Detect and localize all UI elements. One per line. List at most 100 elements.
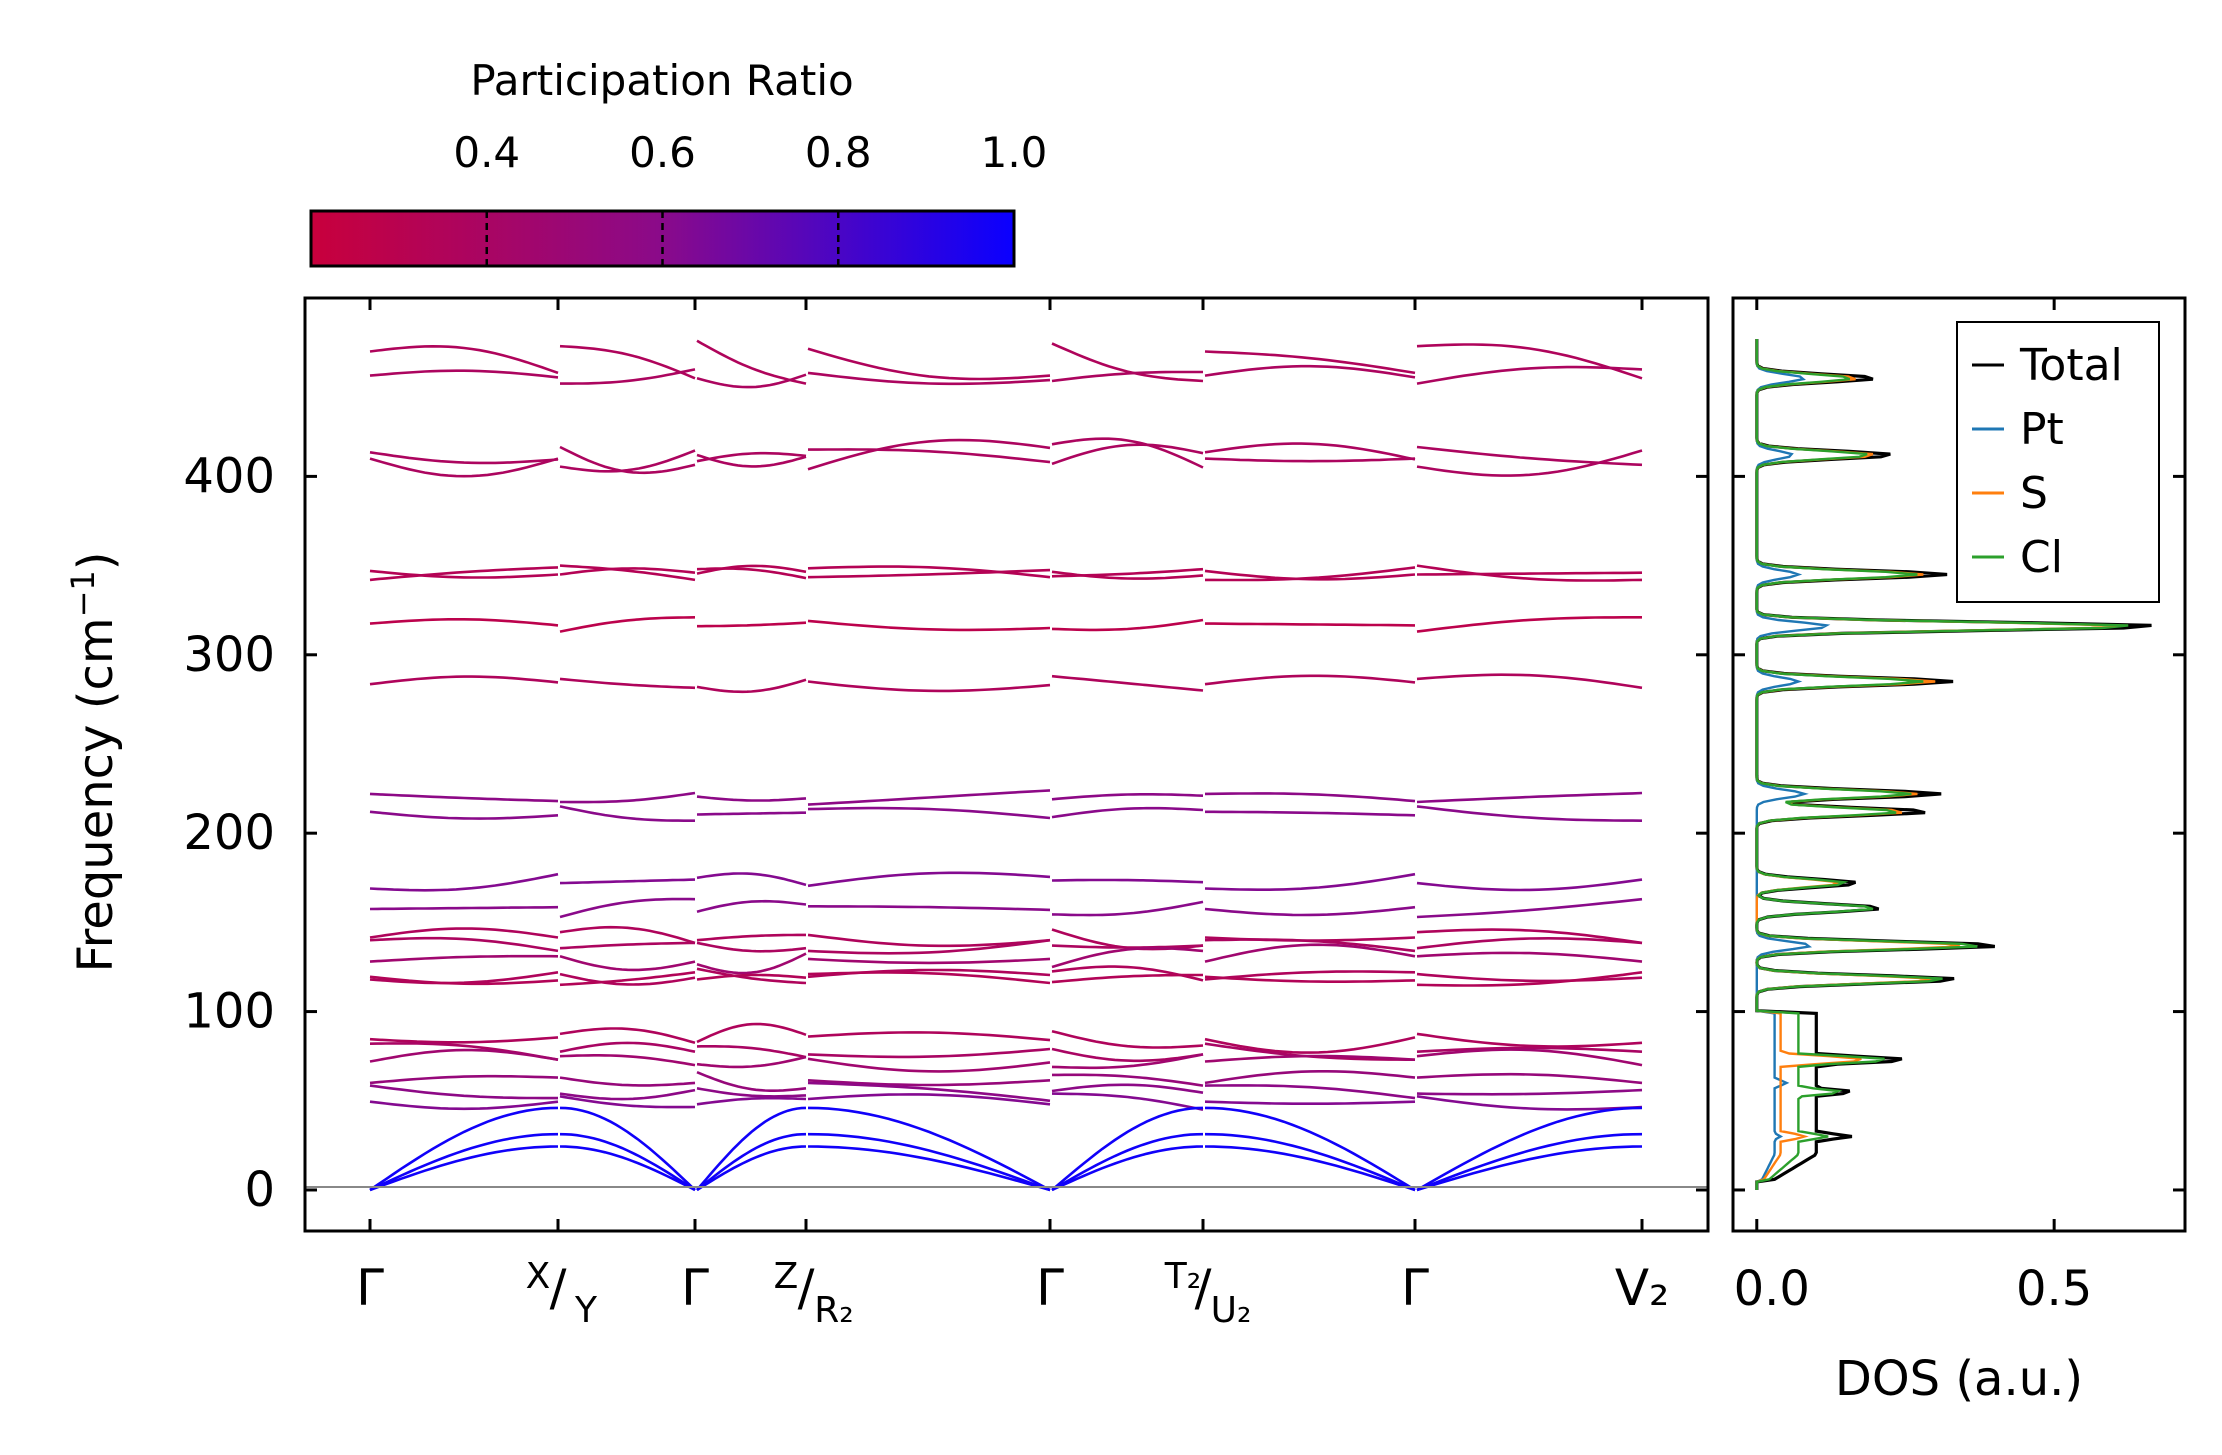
band-line [1416, 343, 1643, 380]
band-line [1051, 793, 1204, 801]
band-line [1416, 571, 1643, 576]
colorbar-title: Participation Ratio [470, 56, 853, 105]
band-line [369, 810, 559, 820]
band-line [559, 449, 696, 473]
band-line [696, 795, 807, 802]
band-line [369, 1100, 559, 1111]
band-line [1416, 449, 1643, 477]
band-line [1204, 1054, 1416, 1063]
band-line [807, 1031, 1051, 1042]
band-line [369, 1048, 559, 1063]
band-line [559, 1054, 696, 1067]
acoustic-branch [1051, 1132, 1204, 1192]
band-line [1416, 791, 1643, 804]
band-line [1416, 971, 1643, 987]
band-y-axis: 0 100 200 300 400 [183, 448, 1708, 1218]
band-line [696, 567, 807, 580]
acoustic-branch [369, 1145, 559, 1192]
acoustic-branch [696, 1106, 807, 1191]
acoustic-branch [1416, 1132, 1643, 1192]
legend-label-cl: Cl [2020, 532, 2063, 583]
band-line [1051, 443, 1204, 466]
q-point-label-sup: T₂ [1164, 1256, 1201, 1297]
dos-lines [1755, 339, 2152, 1190]
band-line [369, 1074, 559, 1085]
band-line [369, 566, 559, 582]
band-line [1416, 951, 1643, 963]
band-line [559, 941, 696, 950]
q-point-label-sup: X [526, 1256, 551, 1297]
band-y-label-main: Frequency (cm [68, 617, 124, 972]
band-line [1052, 1073, 1204, 1087]
band-line [559, 564, 696, 582]
acoustic-branch [1416, 1145, 1643, 1192]
band-line [1051, 965, 1204, 982]
band-line [807, 438, 1051, 471]
band-line [1051, 878, 1204, 884]
q-point-slash: / [1195, 1259, 1212, 1317]
band-line [559, 567, 696, 576]
band-line [1416, 1048, 1643, 1067]
band-line [1205, 622, 1416, 627]
band-line [697, 621, 807, 628]
band-line [696, 1055, 807, 1069]
band-line [696, 1071, 807, 1092]
band-line [369, 936, 559, 953]
band-line [1204, 975, 1416, 983]
band-line [1416, 616, 1642, 633]
band-line [1416, 897, 1643, 919]
band-x-axis: Γ X / Y Γ Z / R₂ Γ T₂/U₂ Γ V₂ [356, 298, 1669, 1331]
band-line [1204, 970, 1416, 981]
band-line [696, 811, 806, 816]
legend-frame [1956, 321, 2160, 603]
q-point-label: Γ [1036, 1259, 1064, 1317]
band-line [559, 1095, 696, 1109]
band-line [1051, 1029, 1204, 1049]
acoustic-branch [807, 1106, 1051, 1192]
band-line [559, 972, 696, 986]
band-line [1051, 1092, 1204, 1111]
y-tick-label: 100 [183, 984, 275, 1040]
band-line [696, 1022, 807, 1044]
acoustic-branch [559, 1145, 696, 1192]
band-line [807, 680, 1051, 693]
colorbar-tick-label: 0.6 [629, 128, 696, 177]
band-line [1416, 805, 1643, 822]
band-line [696, 872, 807, 887]
band-line [369, 954, 559, 963]
band-line [1051, 900, 1204, 917]
acoustic-branch [1204, 1106, 1416, 1192]
band-line [369, 927, 559, 939]
acoustic-branch [1204, 1132, 1416, 1192]
band-line [807, 565, 1051, 579]
band-line [559, 677, 696, 690]
band-line [696, 678, 807, 694]
band-line [1051, 806, 1204, 819]
band-line [1416, 1072, 1643, 1085]
y-tick-label: 200 [183, 805, 275, 861]
band-line [1051, 674, 1204, 692]
band-line [560, 791, 696, 804]
dos-panel [1731, 296, 2187, 1233]
band-line [369, 975, 559, 986]
band-line [1416, 1032, 1643, 1048]
band-line [807, 789, 1051, 806]
band-line [1204, 1036, 1416, 1054]
y-tick-label: 400 [183, 448, 275, 504]
band-line [696, 373, 807, 389]
q-point-label: Γ [1401, 1259, 1429, 1317]
band-line [807, 938, 1051, 955]
band-line [696, 899, 807, 913]
band-line [560, 368, 696, 385]
band-line [807, 1057, 1051, 1073]
band-line [696, 451, 807, 463]
q-point-label: Γ [356, 1259, 384, 1317]
band-line [807, 1047, 1051, 1059]
band-line [559, 1027, 696, 1045]
dos-x-tick-label: 0.5 [2016, 1261, 2092, 1317]
band-line [1051, 944, 1204, 949]
band-line [369, 675, 559, 686]
band-line [807, 971, 1051, 985]
band-line [369, 451, 559, 465]
y-tick-label: 0 [244, 1162, 275, 1218]
